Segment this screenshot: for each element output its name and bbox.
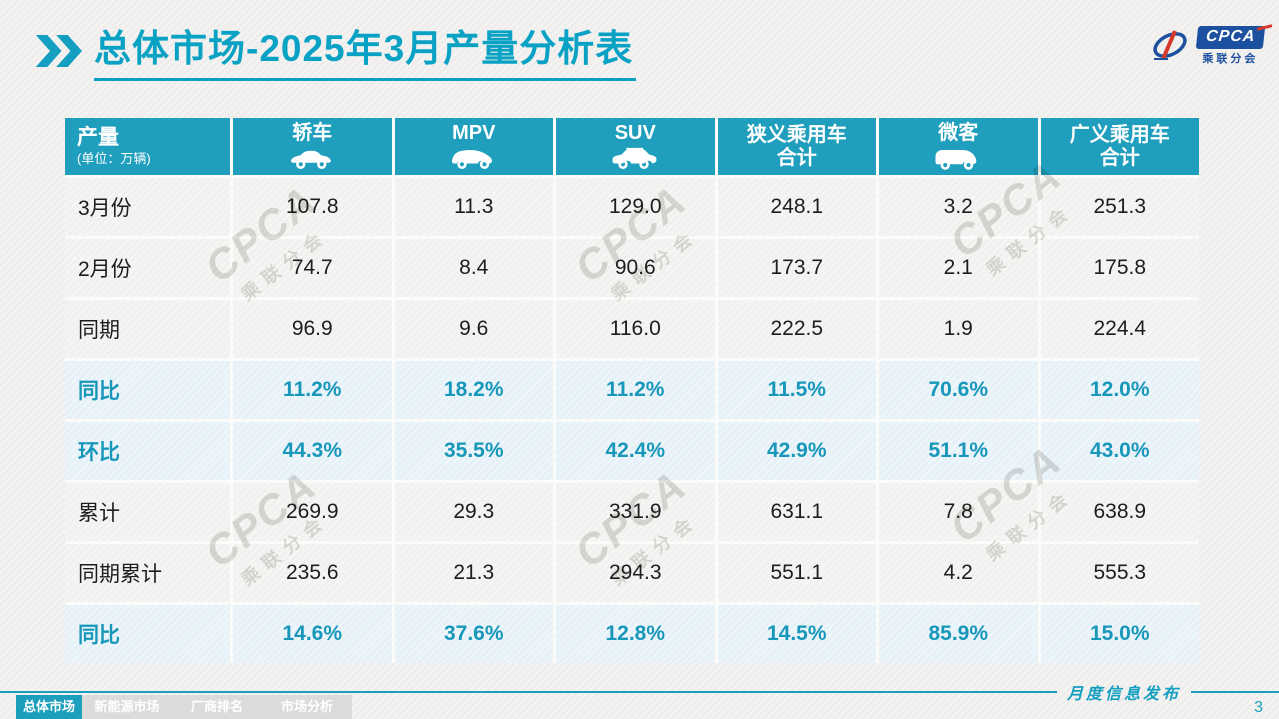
data-cell-r4-c0: 44.3%	[233, 422, 392, 480]
data-cell-r7-c1: 37.6%	[394, 605, 553, 663]
footer-tab-0[interactable]: 总体市场	[16, 695, 82, 719]
row-label-2: 同期	[65, 300, 230, 358]
footer-tab-3[interactable]: 市场分析	[262, 695, 352, 719]
cpca-logo: CPCA 乘联分会	[1148, 26, 1266, 66]
data-cell-r3-c0: 11.2%	[233, 361, 392, 419]
row-label-3: 同比	[65, 361, 230, 419]
data-cell-r7-c2: 12.8%	[556, 605, 715, 663]
data-cell-r3-c4: 70.6%	[879, 361, 1038, 419]
data-cell-r5-c2: 331.9	[556, 483, 715, 541]
data-cell-r1-c1: 8.4	[394, 239, 553, 297]
data-cell-r0-c3: 248.1	[717, 178, 876, 236]
data-cell-r7-c5: 15.0%	[1040, 605, 1199, 663]
row-label-0: 3月份	[65, 178, 230, 236]
column-header-label: 合计	[1099, 146, 1140, 169]
double-chevron-icon	[35, 35, 82, 67]
data-cell-r6-c3: 551.1	[717, 544, 876, 602]
footer-tab-1[interactable]: 新能源市场	[82, 695, 172, 719]
column-header-4: 微客	[879, 118, 1038, 175]
column-header-label: MPV	[452, 122, 496, 144]
suv-icon	[611, 147, 659, 171]
column-header-label: 狭义乘用车	[746, 123, 847, 146]
data-cell-r5-c0: 269.9	[233, 483, 392, 541]
data-cell-r2-c5: 224.4	[1040, 300, 1199, 358]
row-label-7: 同比	[65, 605, 230, 663]
data-cell-r6-c2: 294.3	[556, 544, 715, 602]
sedan-icon	[288, 147, 336, 171]
data-cell-r1-c4: 2.1	[879, 239, 1038, 297]
data-cell-r3-c3: 11.5%	[717, 361, 876, 419]
corner-unit: (单位：万辆)	[77, 150, 151, 166]
mpv-icon	[450, 147, 498, 171]
row-label-5: 累计	[65, 483, 230, 541]
data-cell-r0-c4: 3.2	[879, 178, 1038, 236]
data-cell-r4-c4: 51.1%	[879, 422, 1038, 480]
page-title: 总体市场-2025年3月产量分析表	[94, 29, 637, 81]
cpca-swoosh-icon	[1153, 30, 1187, 60]
data-cell-r1-c0: 74.7	[233, 239, 392, 297]
data-cell-r1-c3: 173.7	[717, 239, 876, 297]
data-cell-r3-c1: 18.2%	[394, 361, 553, 419]
data-cell-r5-c1: 29.3	[394, 483, 553, 541]
column-header-2: SUV	[556, 118, 715, 175]
title-row: 总体市场-2025年3月产量分析表	[34, 29, 637, 81]
data-cell-r6-c0: 235.6	[233, 544, 392, 602]
page-number: 3	[1254, 699, 1263, 716]
column-header-5: 广义乘用车 合计	[1040, 118, 1199, 175]
column-header-3: 狭义乘用车 合计	[717, 118, 876, 175]
data-cell-r6-c1: 21.3	[394, 544, 553, 602]
data-cell-r0-c5: 251.3	[1040, 178, 1199, 236]
row-label-1: 2月份	[65, 239, 230, 297]
data-cell-r7-c0: 14.6%	[233, 605, 392, 663]
column-header-1: MPV	[394, 118, 553, 175]
data-cell-r5-c5: 638.9	[1040, 483, 1199, 541]
data-cell-r0-c2: 129.0	[556, 178, 715, 236]
data-cell-r2-c1: 9.6	[394, 300, 553, 358]
row-label-4: 环比	[65, 422, 230, 480]
cpca-logo-subtitle: 乘联分会	[1202, 53, 1259, 65]
table-corner-header: 产量 (单位：万辆)	[65, 118, 230, 175]
column-header-label: 合计	[776, 146, 817, 169]
release-label: 月度信息发布	[1066, 684, 1181, 703]
corner-title: 产量	[77, 126, 119, 150]
footer-nav-tabs: 总体市场 新能源市场 厂商排名 市场分析	[16, 695, 352, 719]
column-header-label: 广义乘用车	[1069, 123, 1170, 146]
data-cell-r3-c5: 12.0%	[1040, 361, 1199, 419]
row-label-6: 同期累计	[65, 544, 230, 602]
data-cell-r4-c2: 42.4%	[556, 422, 715, 480]
data-cell-r2-c2: 116.0	[556, 300, 715, 358]
column-header-label: 轿车	[292, 122, 333, 144]
data-cell-r0-c1: 11.3	[394, 178, 553, 236]
data-cell-r5-c3: 631.1	[717, 483, 876, 541]
data-cell-r2-c0: 96.9	[233, 300, 392, 358]
data-cell-r0-c0: 107.8	[233, 178, 392, 236]
data-cell-r3-c2: 11.2%	[556, 361, 715, 419]
data-cell-r1-c2: 90.6	[556, 239, 715, 297]
data-cell-r4-c5: 43.0%	[1040, 422, 1199, 480]
column-header-label: SUV	[614, 122, 656, 144]
divider-line	[0, 691, 1057, 693]
column-header-label: 微客	[938, 122, 979, 144]
release-line: 月度信息发布	[0, 680, 1279, 704]
data-cell-r6-c5: 555.3	[1040, 544, 1199, 602]
data-cell-r1-c5: 175.8	[1040, 239, 1199, 297]
data-cell-r5-c4: 7.8	[879, 483, 1038, 541]
data-cell-r2-c3: 222.5	[717, 300, 876, 358]
data-cell-r2-c4: 1.9	[879, 300, 1038, 358]
data-cell-r7-c3: 14.5%	[717, 605, 876, 663]
cpca-logo-brand: CPCA	[1195, 26, 1266, 49]
footer-tab-2[interactable]: 厂商排名	[172, 695, 262, 719]
divider-line	[1191, 691, 1279, 693]
data-cell-r7-c4: 85.9%	[879, 605, 1038, 663]
column-header-0: 轿车	[233, 118, 392, 175]
data-cell-r4-c3: 42.9%	[717, 422, 876, 480]
microvan-icon	[934, 147, 982, 171]
data-cell-r4-c1: 35.5%	[394, 422, 553, 480]
data-cell-r6-c4: 4.2	[879, 544, 1038, 602]
production-table: 产量 (单位：万辆) 轿车 MPV SUV 狭义乘用车 合计 微客 广义乘用车 合计 3月份 107.…	[65, 118, 1199, 663]
